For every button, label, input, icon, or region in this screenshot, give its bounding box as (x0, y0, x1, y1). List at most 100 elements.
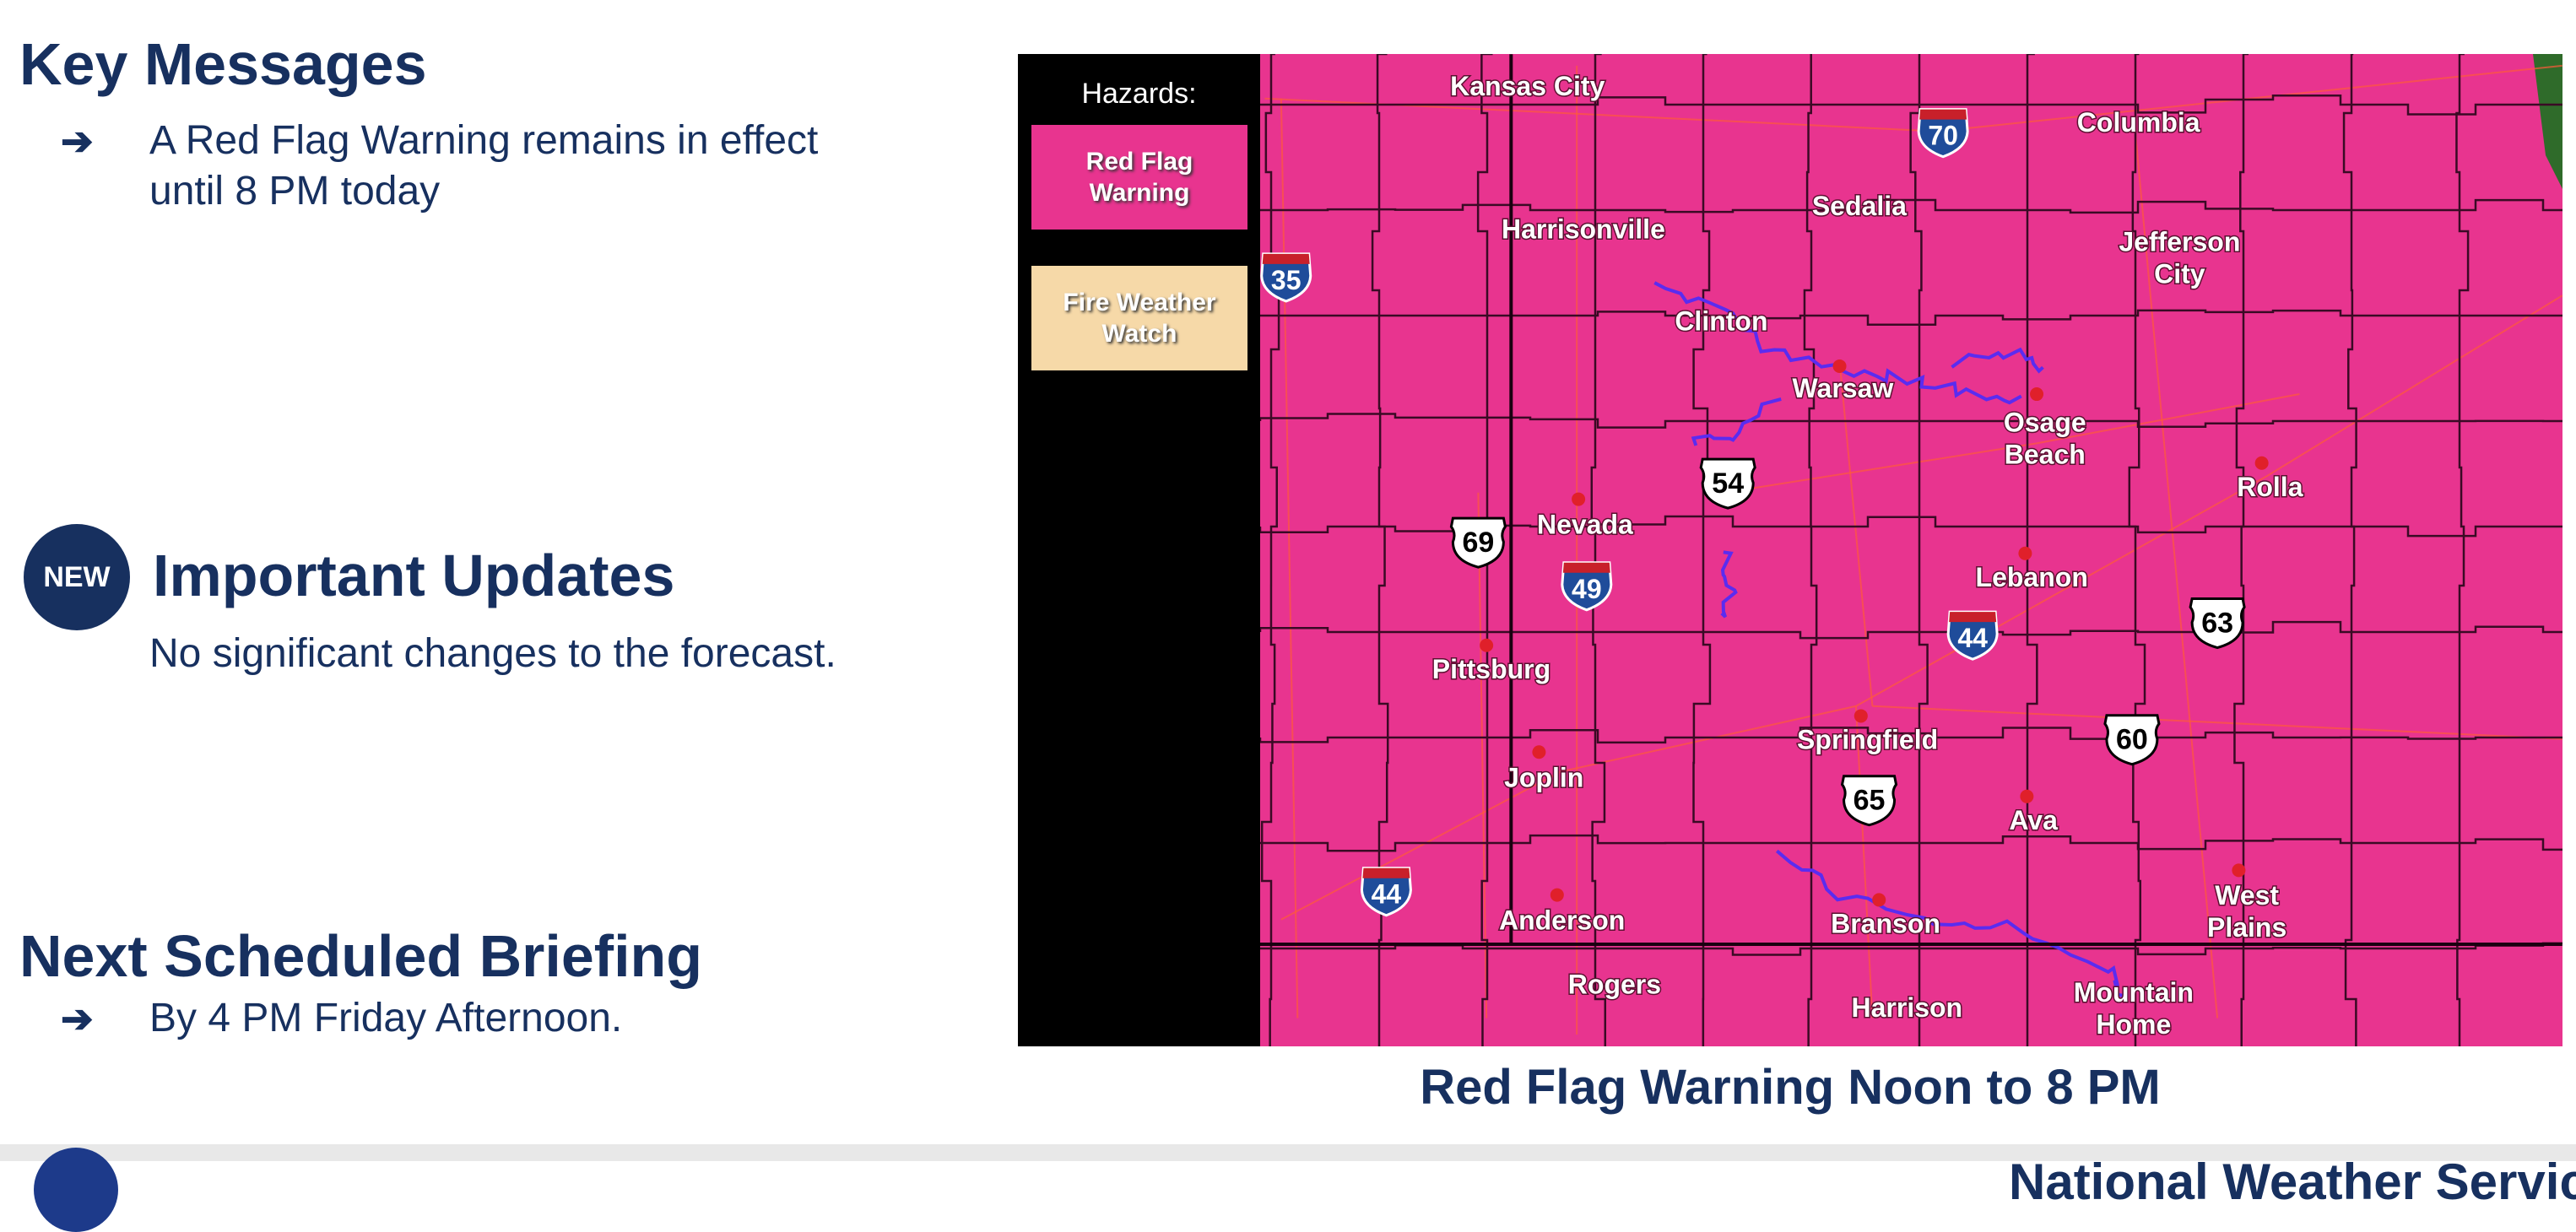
interstate-44-shield: 44 (1360, 867, 1412, 917)
city-rogers: Rogers (1567, 968, 1662, 1001)
county-line (2342, 54, 2357, 1046)
city-rolla: Rolla (2236, 456, 2304, 503)
county-line (1260, 198, 2562, 214)
road (1872, 705, 2562, 740)
hazard-map: 70 35 54 69 49 44 63 60 65 44 Kansas City Columbia… (1018, 54, 2562, 1046)
city-dot (2018, 546, 2032, 560)
highway-shields: 70 35 54 69 49 44 63 60 65 44 (1260, 108, 2246, 917)
county-line (2455, 54, 2470, 1046)
legend-title: Hazards: (1081, 78, 1197, 110)
road (1854, 705, 1874, 1019)
city-joplin: Joplin (1503, 745, 1585, 794)
next-briefing-title: Next Scheduled Briefing (19, 923, 703, 989)
shield-number: 60 (2116, 724, 2148, 756)
city-lebanon: Lebanon (1974, 546, 2089, 593)
city-label: Columbia (2077, 107, 2200, 138)
city-label: Mountain Home (2074, 977, 2194, 1040)
city-branson: Branson (1830, 893, 1941, 940)
us-route-69-shield: 69 (1449, 516, 1507, 569)
county-line (1258, 727, 2562, 744)
city-sedalia: Sedalia (1810, 190, 1908, 223)
city-label: Joplin (1504, 762, 1583, 792)
legend-red-flag-warning: Red Flag Warning (1031, 125, 1247, 230)
county-line (1258, 413, 2562, 429)
interstate-70-shield: 70 (1917, 108, 1969, 159)
us-route-63-shield: 63 (2189, 597, 2246, 650)
road (1280, 98, 1299, 1019)
city-label: Lebanon (1976, 562, 2088, 592)
city-label: Clinton (1675, 305, 1767, 336)
city-label: Anderson (1499, 905, 1625, 936)
city-jefferson-city: Jefferson City (2118, 225, 2242, 290)
footer-bar (0, 1144, 2576, 1161)
shield-number: 63 (2201, 608, 2233, 640)
shield-number: 44 (1957, 623, 1988, 653)
arrow-right-icon: ➔ (61, 997, 94, 1040)
shield-number: 35 (1271, 265, 1302, 295)
city-harrisonville: Harrisonville (1501, 213, 1667, 246)
city-label: Rogers (1568, 970, 1661, 1000)
city-label: Springfield (1797, 725, 1938, 755)
city-label: Ava (2009, 805, 2058, 835)
interstate-44-shield: 44 (1946, 610, 1999, 661)
city-kansas-city: Kansas City (1449, 70, 1606, 103)
city-dot (1854, 709, 1868, 723)
city-clinton: Clinton (1674, 305, 1769, 338)
city-label: Kansas City (1450, 71, 1605, 101)
county-line (2128, 54, 2146, 1046)
legend-fire-weather-watch: Fire Weather Watch (1031, 266, 1247, 370)
important-updates-text: No significant changes to the forecast. (149, 631, 836, 676)
city-dot (1532, 745, 1546, 759)
road (1724, 393, 2300, 494)
city-label: Warsaw (1793, 373, 1894, 403)
county-line (1258, 620, 2562, 640)
city-dot (2254, 456, 2269, 470)
county-line (1260, 309, 2562, 327)
city-label: Pittsburg (1432, 654, 1550, 684)
us-route-60-shield: 60 (2103, 714, 2161, 766)
lake (1951, 347, 2044, 374)
state-borders (1259, 54, 2562, 946)
city-labels: Kansas City Columbia Sedalia Harrisonville J… (1431, 70, 2304, 1041)
shield-number: 65 (1854, 785, 1886, 817)
city-dot (1480, 638, 1494, 652)
city-anderson: Anderson (1497, 888, 1626, 937)
city-dot (1872, 893, 1886, 907)
city-osage-beach: Osage Beach (2002, 387, 2087, 471)
city-ava: Ava (2008, 789, 2059, 837)
county-line (1260, 942, 2562, 956)
city-dot (1832, 359, 1847, 373)
county-line (1909, 54, 1929, 1046)
us-route-54-shield: 54 (1699, 457, 1756, 510)
shield-number: 69 (1462, 527, 1494, 559)
city-dot (1572, 492, 1586, 506)
city-harrison: Harrison (1850, 991, 1964, 1024)
road (2134, 131, 2219, 1019)
city-dot (2030, 387, 2044, 402)
city-label: Jefferson City (2119, 227, 2240, 289)
interstate-35-shield: 35 (1260, 252, 1312, 303)
county-line (1590, 54, 1607, 1046)
shield-number: 54 (1712, 467, 1744, 500)
city-dot (1550, 888, 1564, 902)
city-pittsburg: Pittsburg (1431, 638, 1552, 685)
important-updates-title: Important Updates (153, 543, 675, 608)
key-messages-title: Key Messages (19, 31, 427, 97)
shield-number: 44 (1372, 879, 1402, 910)
city-label: West Plains (2207, 880, 2286, 943)
city-label: Harrisonville (1502, 213, 1665, 244)
city-warsaw: Warsaw (1791, 359, 1895, 405)
city-label: Osage Beach (2004, 408, 2086, 470)
legend-label: Fire Weather Watch (1063, 289, 1216, 348)
county-line (1803, 54, 1818, 1046)
roads-layer (1264, 64, 2562, 1035)
us-route-65-shield: 65 (1840, 775, 1898, 827)
road (1838, 361, 1874, 706)
new-badge: NEW (24, 524, 130, 630)
lake (1775, 849, 2124, 998)
outside-area (2533, 54, 2562, 189)
city-nevada: Nevada (1535, 492, 1635, 541)
county-line (1260, 54, 1280, 1046)
nws-logo (34, 1148, 118, 1232)
city-label: Branson (1831, 909, 1940, 939)
